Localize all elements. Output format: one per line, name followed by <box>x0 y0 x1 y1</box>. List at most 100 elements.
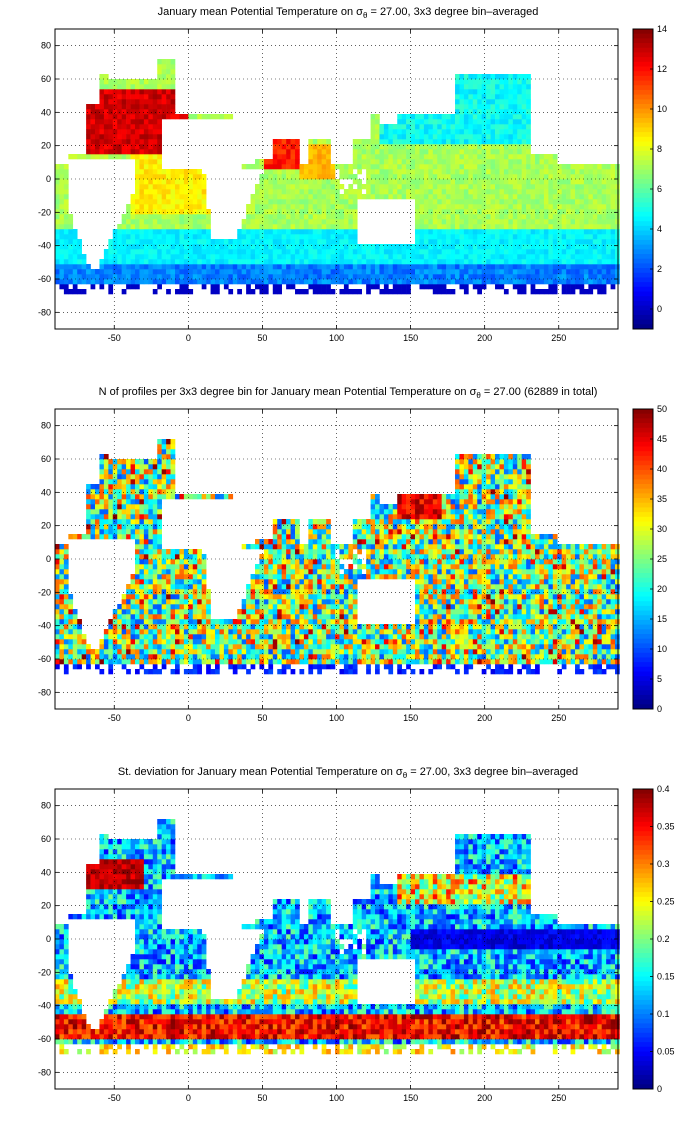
heatmap-cell <box>135 659 140 665</box>
heatmap-cell <box>77 624 82 630</box>
heatmap-cell <box>263 544 269 550</box>
heatmap-cell <box>432 284 438 290</box>
heatmap-cell <box>99 269 105 275</box>
heatmap-cell <box>455 154 460 160</box>
heatmap-cell <box>90 534 96 540</box>
heatmap-cell <box>490 109 496 115</box>
heatmap-cell <box>206 249 211 255</box>
heatmap-cell <box>81 154 87 160</box>
heatmap-cell <box>512 209 518 215</box>
heatmap-cell <box>263 289 269 295</box>
heatmap-cell <box>597 234 602 240</box>
heatmap-cell <box>259 264 265 270</box>
heatmap-cell <box>552 194 558 200</box>
heatmap-cell <box>72 664 78 670</box>
heatmap-cell <box>561 269 567 275</box>
heatmap-cell <box>499 194 505 200</box>
heatmap-cell <box>59 229 65 235</box>
heatmap-cell <box>246 644 251 650</box>
heatmap-cell <box>521 174 527 180</box>
heatmap-cell <box>508 114 514 120</box>
heatmap-cell <box>290 234 296 240</box>
heatmap-cell <box>450 274 456 280</box>
heatmap-cell <box>201 214 207 220</box>
heatmap-cell <box>148 159 154 165</box>
heatmap-cell <box>312 254 318 260</box>
heatmap-cell <box>183 169 189 175</box>
heatmap-cell <box>286 214 291 220</box>
heatmap-cell <box>339 229 345 235</box>
heatmap-cell <box>152 484 158 490</box>
heatmap-cell <box>99 489 105 495</box>
heatmap-cell <box>108 249 114 255</box>
heatmap-cell <box>130 524 136 530</box>
heatmap-cell <box>441 139 447 145</box>
heatmap-cell <box>499 229 505 235</box>
heatmap-cell <box>557 274 562 280</box>
heatmap-cell <box>179 189 185 195</box>
heatmap-cell <box>339 224 345 230</box>
heatmap-cell <box>615 214 620 220</box>
heatmap-cell <box>499 214 505 220</box>
heatmap-cell <box>517 179 522 185</box>
heatmap-cell <box>179 259 185 265</box>
heatmap-cell <box>375 254 380 260</box>
heatmap-cell <box>143 179 149 185</box>
heatmap-cell <box>170 189 176 195</box>
heatmap-cell <box>579 284 585 290</box>
heatmap-cell <box>592 214 598 220</box>
heatmap-cell <box>535 234 540 240</box>
heatmap-cell <box>512 139 518 145</box>
heatmap-cell <box>99 114 105 120</box>
heatmap-cell <box>103 494 109 500</box>
heatmap-cell <box>468 274 474 280</box>
heatmap-cell <box>250 599 256 605</box>
heatmap-cell <box>157 74 162 80</box>
heatmap-cell <box>63 289 69 295</box>
heatmap-cell <box>566 249 571 255</box>
heatmap-cell <box>170 239 176 245</box>
heatmap-cell <box>86 654 91 660</box>
heatmap-cell <box>268 249 274 255</box>
heatmap-cell <box>59 264 65 270</box>
heatmap-cell <box>615 194 620 200</box>
heatmap-cell <box>517 104 522 110</box>
heatmap-cell <box>228 654 234 660</box>
heatmap-cell <box>152 549 158 555</box>
heatmap-cell <box>121 79 127 85</box>
heatmap-cell <box>526 164 531 170</box>
heatmap-cell <box>428 174 434 180</box>
heatmap-cell <box>86 509 91 515</box>
heatmap-cell <box>192 274 198 280</box>
heatmap-cell <box>441 244 447 250</box>
heatmap-cell <box>588 254 594 260</box>
heatmap-cell <box>268 169 274 175</box>
heatmap-cell <box>455 79 460 85</box>
heatmap-cell <box>263 639 269 645</box>
heatmap-cell <box>610 279 616 285</box>
heatmap-cell <box>401 194 407 200</box>
heatmap-cell <box>343 224 349 230</box>
heatmap-cell <box>86 504 91 510</box>
heatmap-cell <box>530 159 536 165</box>
heatmap-cell <box>379 154 385 160</box>
heatmap-cell <box>152 659 158 665</box>
heatmap-cell <box>126 494 131 500</box>
heatmap-cell <box>126 629 131 635</box>
heatmap-cell <box>232 269 238 275</box>
heatmap-cell <box>490 259 496 265</box>
heatmap-cell <box>228 264 234 270</box>
heatmap-cell <box>481 204 487 210</box>
heatmap-cell <box>486 194 491 200</box>
heatmap-cell <box>401 139 407 145</box>
heatmap-cell <box>152 469 158 475</box>
heatmap-cell <box>281 259 287 265</box>
heatmap-cell <box>263 559 269 565</box>
heatmap-cell <box>188 629 194 635</box>
heatmap-cell <box>401 184 407 190</box>
heatmap-cell <box>503 264 509 270</box>
heatmap-cell <box>321 159 327 165</box>
heatmap-cell <box>481 244 487 250</box>
heatmap-cell <box>321 239 327 245</box>
heatmap-cell <box>90 124 96 130</box>
